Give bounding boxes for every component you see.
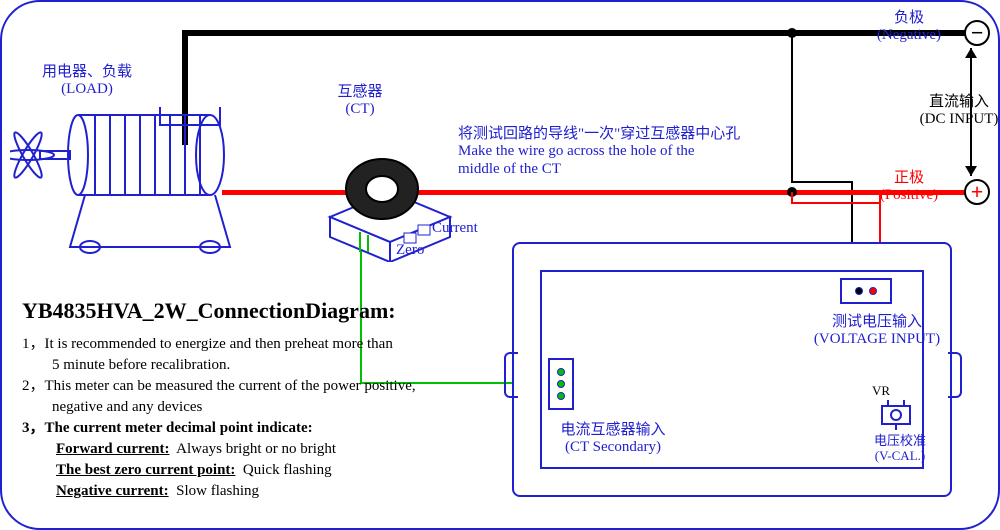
diagram-title: YB4835HVA_2W_ConnectionDiagram: [22,298,396,324]
note3b-l: The best zero current point: [56,462,235,478]
vcal-en: (V-CAL.) [850,449,950,464]
ct-jack-pin [557,392,565,400]
pos-cn: 正极 [854,170,964,187]
note3c-l: Negative current: [56,483,169,499]
meter-ear-left [504,352,518,398]
dcin-cn: 直流输入 [914,94,1000,111]
ct-block [320,147,460,267]
dc-input-label: 直流输入 (DC INPUT) [914,94,1000,127]
ctsec-cn: 电流互感器输入 [538,422,688,439]
vr-label: VR [872,382,890,400]
ct-note-cn: 将测试回路的导线"一次"穿过互感器中心孔 [458,126,798,143]
vin-en: (VOLTAGE INPUT) [802,331,952,348]
note3a-t: Always bright or no bright [169,441,336,457]
dc-input-arrow-dn [965,166,977,176]
voltage-jack-pin [869,287,877,295]
vr-trimpot [878,400,914,435]
ctsec-en: (CT Secondary) [538,439,688,456]
ct-cn: 互感器 [310,84,410,101]
ct-en: (CT) [310,101,410,118]
terminal-negative: − [964,20,990,46]
terminal-positive: + [964,179,990,205]
vin-cn: 测试电压输入 [802,314,952,331]
positive-label: 正极 (Positive) [854,170,964,205]
voltage-input-label: 测试电压输入 (VOLTAGE INPUT) [802,314,952,349]
voltage-input-jack [840,278,892,304]
vcal-label: 电压校准 (V-CAL.) [850,434,950,464]
note3: 3，The current meter decimal point indica… [22,418,502,439]
load-label: 用电器、负载 (LOAD) [22,64,152,99]
note2: 2，This meter can be measured the current… [22,376,502,397]
note3a-l: Forward current: [56,441,169,457]
wire-voltage-pos-drop [791,192,793,204]
neg-cn: 负极 [854,10,964,27]
wire-voltage-neg-across [791,181,853,183]
ct-note-en1: Make the wire go across the hole of the [458,143,798,160]
load-en: (LOAD) [22,81,152,98]
ct-jack-pin [557,368,565,376]
ct-secondary-label: 电流互感器输入 (CT Secondary) [538,422,688,457]
ct-current-label: Current [432,220,478,237]
negative-label: 负极 (Negative) [854,10,964,45]
load-cn: 用电器、负载 [22,64,152,81]
ct-jack-pin [557,380,565,388]
note1b: 5 minute before recalibration. [22,355,502,376]
voltage-jack-pin [855,287,863,295]
note1: 1，It is recommended to energize and then… [22,334,502,355]
pos-en: (Positive) [854,187,964,204]
notes-block: 1，It is recommended to energize and then… [22,334,502,502]
note3c-t: Slow flashing [169,483,259,499]
ct-note: 将测试回路的导线"一次"穿过互感器中心孔 Make the wire go ac… [458,126,798,178]
motor-load [10,107,250,292]
note3b-t: Quick flashing [235,462,331,478]
note2b: negative and any devices [22,397,502,418]
dcin-en: (DC INPUT) [914,111,1000,128]
meter-ear-right [948,352,962,398]
ct-note-en2: middle of the CT [458,161,798,178]
dc-input-arrow-up [965,48,977,58]
ct-secondary-jack [548,358,574,410]
vcal-cn: 电压校准 [850,434,950,449]
ct-zero-label: Zero [396,242,424,259]
vr-text: VR [872,383,890,398]
wire-negative-rail [182,30,966,36]
neg-en: (Negative) [854,27,964,44]
ct-label: 互感器 (CT) [310,84,410,119]
